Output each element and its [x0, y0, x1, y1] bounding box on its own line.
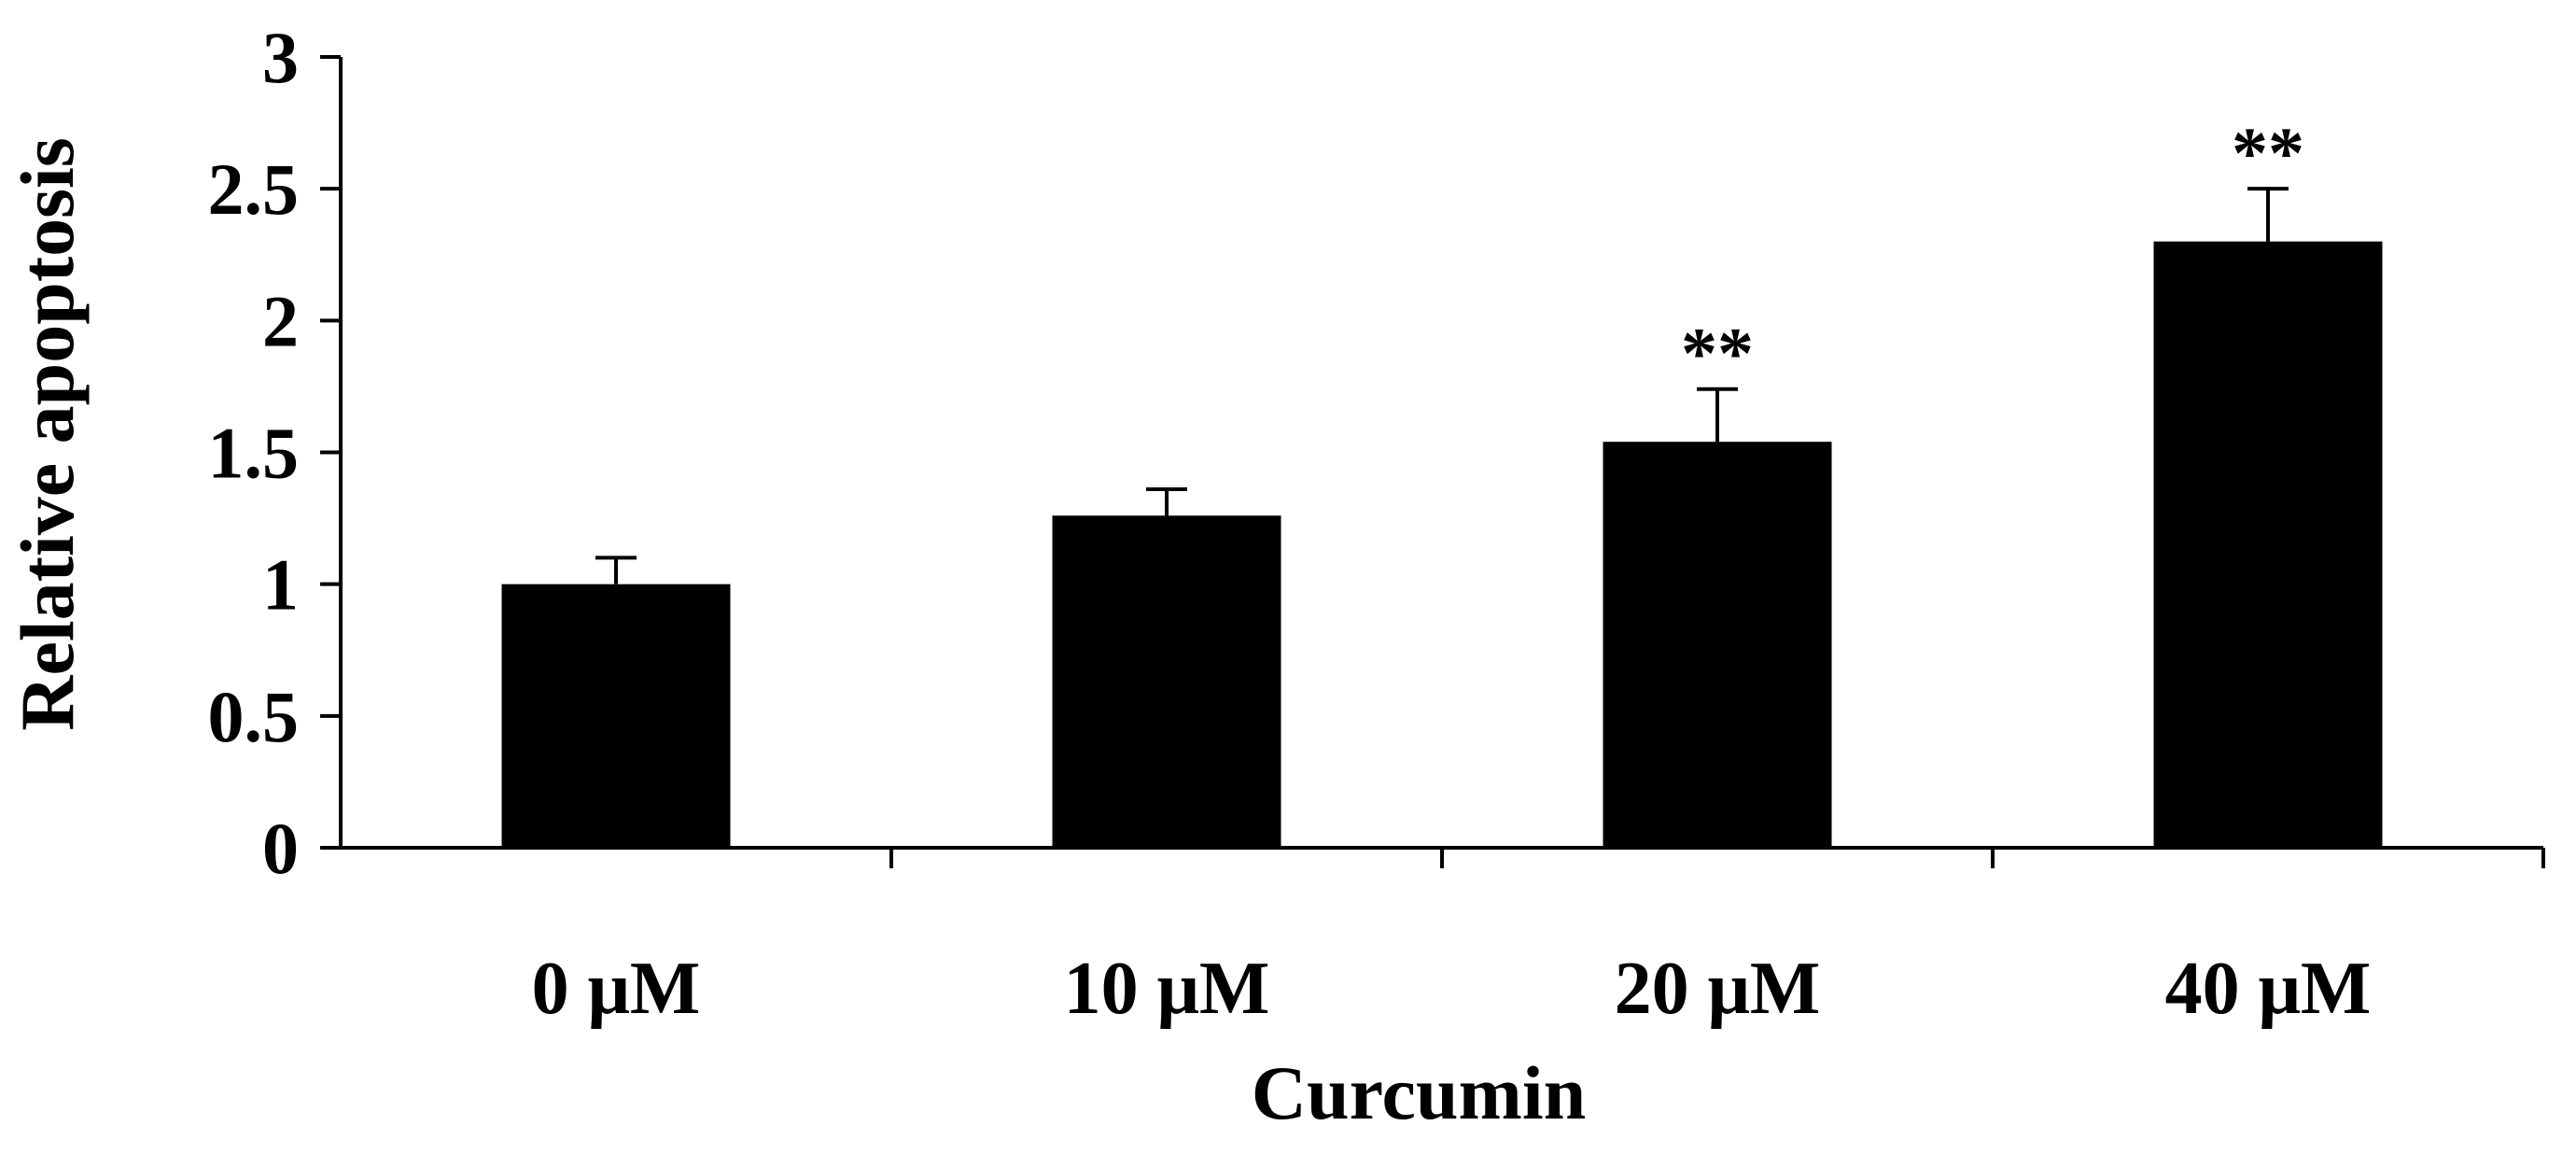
bar: [2153, 241, 2383, 849]
y-tick-label: 3: [262, 17, 299, 98]
x-axis-title: Curcumin: [1252, 1050, 1586, 1135]
bar: [1603, 442, 1832, 848]
y-tick-label: 1: [262, 544, 299, 626]
y-tick-label: 2: [262, 280, 299, 361]
y-tick-label: 1.5: [208, 413, 300, 494]
x-tick-label: 0 μM: [532, 948, 701, 1030]
y-axis-title: Relative apoptosis: [5, 137, 90, 731]
x-tick-label: 10 μM: [1064, 948, 1270, 1030]
x-tick-label: 20 μM: [1615, 948, 1821, 1030]
y-tick-label: 2.5: [208, 148, 300, 230]
plot-area: 0 0.5 1 1.5 2 2.5 3 0 μM 10 μM ** 20 μM ** 40 μM: [208, 17, 2545, 1030]
y-tick-label: 0.5: [208, 676, 300, 757]
significance-label: **: [1681, 313, 1754, 394]
y-tick-label: 0: [262, 808, 299, 889]
significance-label: **: [2232, 112, 2304, 193]
x-tick-label: 40 μM: [2165, 948, 2372, 1030]
bar: [501, 584, 731, 848]
bar: [1052, 515, 1281, 848]
